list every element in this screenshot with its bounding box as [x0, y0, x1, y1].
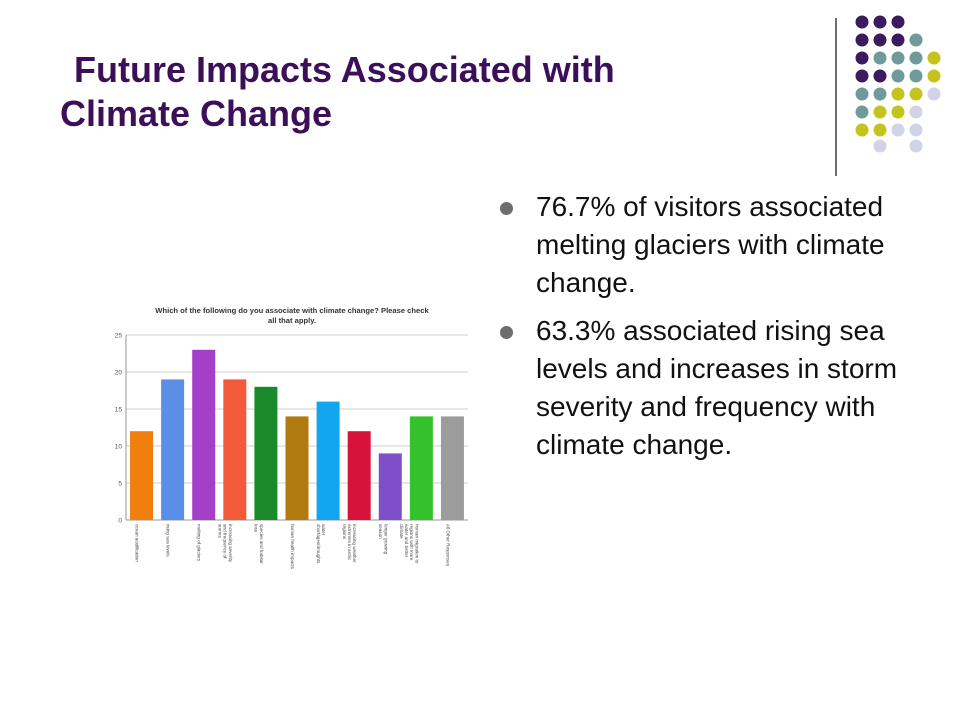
chart-bar: [378, 453, 402, 520]
decorative-dot: [855, 69, 869, 83]
decorative-dot: [909, 139, 923, 153]
x-tick-label: species and habitatloss: [254, 524, 264, 564]
x-tick-label: increasing weatherextremes in arcticregi…: [342, 524, 357, 563]
x-tick-label: watershortages/droughts: [316, 524, 326, 564]
chart-bar: [192, 349, 216, 520]
y-tick-label: 10: [115, 444, 123, 451]
x-tick-label: rising sea levels: [166, 524, 171, 557]
bullet-icon: [500, 202, 513, 215]
chart-title: Which of the following do you associate …: [155, 306, 429, 325]
chart-bar: [285, 416, 309, 520]
bullet-icon: [500, 326, 513, 339]
decorative-dot: [873, 139, 887, 153]
decorative-dot: [891, 33, 905, 47]
slide-title-line-2: Climate Change: [60, 93, 333, 134]
decorative-dot: [855, 33, 869, 47]
x-tick-label: melting of glaciers: [197, 524, 202, 562]
y-tick-label: 20: [115, 370, 123, 377]
x-tick-label: longer growingseason: [378, 524, 388, 555]
y-tick-label: 5: [118, 481, 122, 488]
bullet-item: 63.3% associated rising sea levels and i…: [500, 312, 900, 464]
chart-bar: [440, 416, 464, 520]
y-tick-label: 15: [115, 407, 123, 414]
decorative-dot: [891, 15, 905, 29]
decorative-dot: [927, 69, 941, 83]
decorative-dot: [927, 87, 941, 101]
decorative-dot: [909, 105, 923, 119]
decorative-dot: [855, 51, 869, 65]
decorative-dot: [855, 123, 869, 137]
y-tick-label: 25: [115, 333, 123, 340]
x-tick-label: increasing severityand frequency ofstorm…: [217, 524, 232, 563]
chart-bar: [347, 431, 371, 520]
x-tick-label: All Other Responses: [445, 524, 450, 567]
corner-divider-line: [835, 18, 837, 176]
bullet-item: 76.7% of visitors associated melting gla…: [500, 188, 900, 302]
decorative-dot: [909, 51, 923, 65]
x-tick-label: human health impacts: [290, 524, 295, 570]
chart-bar: [161, 379, 185, 520]
decorative-dot: [873, 105, 887, 119]
y-tick-label: 0: [118, 518, 122, 525]
decorative-dot: [927, 51, 941, 65]
slide-title-line-1: Future Impacts Associated with: [74, 49, 615, 90]
x-tick-label: ocean acidification: [135, 524, 140, 562]
decorative-dot: [855, 105, 869, 119]
decorative-dot: [891, 123, 905, 137]
chart-bar: [130, 431, 154, 520]
decorative-dot: [873, 123, 887, 137]
chart-bar: [409, 416, 433, 520]
decorative-dot: [909, 87, 923, 101]
decorative-dot: [855, 15, 869, 29]
decorative-dot: [855, 87, 869, 101]
decorative-dot: [909, 33, 923, 47]
bullet-text: 76.7% of visitors associated melting gla…: [536, 191, 885, 298]
decorative-dot: [873, 69, 887, 83]
chart-bar: [316, 401, 340, 520]
decorative-dot: [909, 123, 923, 137]
decorative-dot: [873, 15, 887, 29]
bullet-text: 63.3% associated rising sea levels and i…: [536, 315, 898, 460]
bar-chart: Which of the following do you associate …: [106, 298, 476, 583]
decorative-dot: [891, 87, 905, 101]
decorative-dot: [873, 33, 887, 47]
bullet-list: 76.7% of visitors associated melting gla…: [500, 188, 900, 474]
x-tick-label: human migration toregions with morewater…: [399, 524, 420, 564]
decorative-dot: [909, 69, 923, 83]
bar-chart-svg: Which of the following do you associate …: [115, 306, 468, 570]
chart-bar: [254, 386, 278, 520]
decorative-dot: [891, 51, 905, 65]
decorative-dot: [873, 51, 887, 65]
slide-title: Future Impacts Associated with Climate C…: [60, 48, 780, 136]
decorative-dot: [891, 69, 905, 83]
decorative-dot: [891, 105, 905, 119]
decorative-dot: [873, 87, 887, 101]
chart-bar: [223, 379, 247, 520]
